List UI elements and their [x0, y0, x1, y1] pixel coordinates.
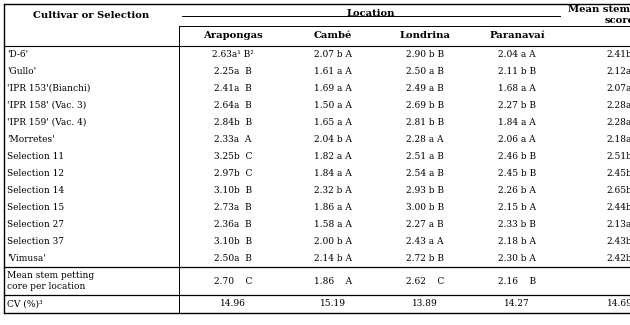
Text: 2.72 b B: 2.72 b B — [406, 254, 444, 263]
Text: 2.63a¹ B²: 2.63a¹ B² — [212, 50, 254, 59]
Text: 3.10b  B: 3.10b B — [214, 237, 252, 246]
Text: 2.49 a B: 2.49 a B — [406, 84, 444, 93]
Text: 2.33a  A: 2.33a A — [214, 135, 252, 144]
Text: 2.16    B: 2.16 B — [498, 277, 536, 285]
Text: 1.84 a A: 1.84 a A — [498, 118, 536, 127]
Text: 2.41b: 2.41b — [607, 50, 630, 59]
Text: 2.41a  B: 2.41a B — [214, 84, 252, 93]
Text: 2.43b: 2.43b — [607, 237, 630, 246]
Text: 2.15 b A: 2.15 b A — [498, 203, 536, 212]
Text: 2.13a: 2.13a — [607, 220, 630, 229]
Text: 2.84b  B: 2.84b B — [214, 118, 252, 127]
Text: 1.58 a A: 1.58 a A — [314, 220, 352, 229]
Text: 15.19: 15.19 — [320, 300, 346, 308]
Text: 2.27 b B: 2.27 b B — [498, 101, 536, 110]
Text: 2.11 b B: 2.11 b B — [498, 67, 536, 76]
Text: 14.69: 14.69 — [607, 300, 630, 308]
Text: 2.25a  B: 2.25a B — [214, 67, 252, 76]
Text: 2.44b: 2.44b — [607, 203, 630, 212]
Text: 'Morretes': 'Morretes' — [7, 135, 55, 144]
Text: 2.70    C: 2.70 C — [214, 277, 252, 285]
Text: 2.26 b A: 2.26 b A — [498, 186, 536, 195]
Text: 2.36a  B: 2.36a B — [214, 220, 252, 229]
Text: 2.51b: 2.51b — [607, 152, 630, 161]
Text: 2.81 b B: 2.81 b B — [406, 118, 444, 127]
Text: Cambé: Cambé — [314, 32, 352, 41]
Text: 3.25b  C: 3.25b C — [214, 152, 252, 161]
Text: 1.86    A: 1.86 A — [314, 277, 352, 285]
Text: 2.28a: 2.28a — [607, 118, 630, 127]
Text: Selection 11: Selection 11 — [7, 152, 64, 161]
Text: 2.69 b B: 2.69 b B — [406, 101, 444, 110]
Text: 3.00 b B: 3.00 b B — [406, 203, 444, 212]
Text: 1.82 a A: 1.82 a A — [314, 152, 352, 161]
Text: 13.89: 13.89 — [412, 300, 438, 308]
Text: 2.42b: 2.42b — [607, 254, 630, 263]
Text: 2.62    C: 2.62 C — [406, 277, 444, 285]
Text: 2.18 b A: 2.18 b A — [498, 237, 536, 246]
Text: 2.54 a B: 2.54 a B — [406, 169, 444, 178]
Text: 2.51 a B: 2.51 a B — [406, 152, 444, 161]
Text: 2.97b  C: 2.97b C — [214, 169, 252, 178]
Text: 2.50a  B: 2.50a B — [214, 254, 252, 263]
Text: 14.27: 14.27 — [504, 300, 530, 308]
Text: Mean stem pitting
score: Mean stem pitting score — [568, 5, 630, 25]
Text: 2.04 b A: 2.04 b A — [314, 135, 352, 144]
Text: 2.07 b A: 2.07 b A — [314, 50, 352, 59]
Text: Selection 27: Selection 27 — [7, 220, 64, 229]
Text: 2.93 b B: 2.93 b B — [406, 186, 444, 195]
Text: Cultivar or Selection: Cultivar or Selection — [33, 10, 150, 20]
Text: 'IPR 158' (Vac. 3): 'IPR 158' (Vac. 3) — [7, 101, 86, 110]
Text: Arapongas: Arapongas — [203, 32, 263, 41]
Text: 2.00 b A: 2.00 b A — [314, 237, 352, 246]
Text: 2.33 b B: 2.33 b B — [498, 220, 536, 229]
Text: 2.30 b A: 2.30 b A — [498, 254, 536, 263]
Text: 2.43 a A: 2.43 a A — [406, 237, 444, 246]
Text: 2.12a: 2.12a — [607, 67, 630, 76]
Text: 2.50 a B: 2.50 a B — [406, 67, 444, 76]
Text: Selection 37: Selection 37 — [7, 237, 64, 246]
Text: 2.65b: 2.65b — [607, 186, 630, 195]
Text: 2.27 a B: 2.27 a B — [406, 220, 444, 229]
Text: 1.50 a A: 1.50 a A — [314, 101, 352, 110]
Text: Selection 12: Selection 12 — [7, 169, 64, 178]
Text: CV (%)³: CV (%)³ — [7, 300, 43, 308]
Text: 1.68 a A: 1.68 a A — [498, 84, 536, 93]
Text: 2.04 a A: 2.04 a A — [498, 50, 536, 59]
Text: 'IPR 153'(Bianchi): 'IPR 153'(Bianchi) — [7, 84, 90, 93]
Text: 2.64a  B: 2.64a B — [214, 101, 252, 110]
Text: Selection 15: Selection 15 — [7, 203, 64, 212]
Text: 2.45 b B: 2.45 b B — [498, 169, 536, 178]
Text: 3.10b  B: 3.10b B — [214, 186, 252, 195]
Text: 1.61 a A: 1.61 a A — [314, 67, 352, 76]
Text: 2.14 b A: 2.14 b A — [314, 254, 352, 263]
Text: 2.90 b B: 2.90 b B — [406, 50, 444, 59]
Text: 'D-6': 'D-6' — [7, 50, 28, 59]
Text: 14.96: 14.96 — [220, 300, 246, 308]
Text: 2.06 a A: 2.06 a A — [498, 135, 536, 144]
Text: Location: Location — [346, 8, 395, 18]
Text: 2.28a: 2.28a — [607, 101, 630, 110]
Text: 2.28 a A: 2.28 a A — [406, 135, 444, 144]
Text: 1.69 a A: 1.69 a A — [314, 84, 352, 93]
Text: 2.07a: 2.07a — [607, 84, 630, 93]
Text: 2.73a  B: 2.73a B — [214, 203, 252, 212]
Text: Londrina: Londrina — [399, 32, 450, 41]
Text: 1.86 a A: 1.86 a A — [314, 203, 352, 212]
Text: Mean stem petting
core per location: Mean stem petting core per location — [7, 271, 94, 291]
Text: Selection 14: Selection 14 — [7, 186, 64, 195]
Text: 2.46 b B: 2.46 b B — [498, 152, 536, 161]
Text: 'IPR 159' (Vac. 4): 'IPR 159' (Vac. 4) — [7, 118, 86, 127]
Text: 2.45b: 2.45b — [607, 169, 630, 178]
Text: 2.18a: 2.18a — [607, 135, 630, 144]
Text: 1.65 a A: 1.65 a A — [314, 118, 352, 127]
Text: 'Gullo': 'Gullo' — [7, 67, 36, 76]
Text: 'Vimusa': 'Vimusa' — [7, 254, 46, 263]
Text: 2.32 b A: 2.32 b A — [314, 186, 352, 195]
Text: Paranavaí: Paranavaí — [489, 32, 545, 41]
Text: 1.84 a A: 1.84 a A — [314, 169, 352, 178]
